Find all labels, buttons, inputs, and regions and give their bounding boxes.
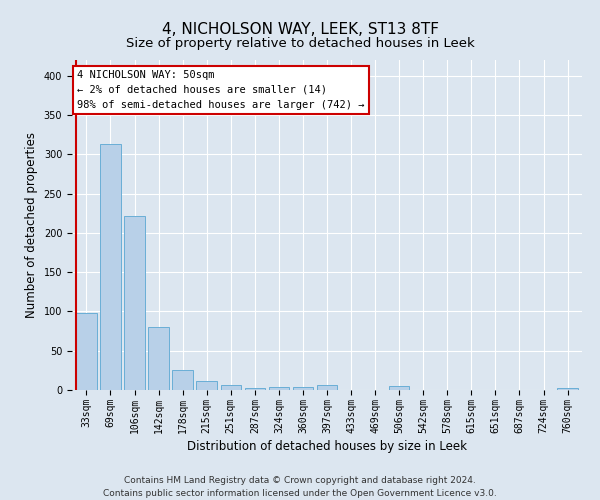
Bar	[245, 388, 265, 390]
Bar	[389, 386, 409, 390]
Bar	[557, 388, 578, 390]
Bar	[293, 387, 313, 390]
Bar	[172, 370, 193, 390]
Text: 4, NICHOLSON WAY, LEEK, ST13 8TF: 4, NICHOLSON WAY, LEEK, ST13 8TF	[161, 22, 439, 38]
Text: 4 NICHOLSON WAY: 50sqm
← 2% of detached houses are smaller (14)
98% of semi-deta: 4 NICHOLSON WAY: 50sqm ← 2% of detached …	[77, 70, 365, 110]
Bar	[269, 387, 289, 390]
Bar	[100, 144, 121, 390]
Bar	[221, 386, 241, 390]
Y-axis label: Number of detached properties: Number of detached properties	[25, 132, 38, 318]
Bar	[76, 313, 97, 390]
Bar	[317, 386, 337, 390]
Bar	[124, 216, 145, 390]
Text: Contains HM Land Registry data © Crown copyright and database right 2024.
Contai: Contains HM Land Registry data © Crown c…	[103, 476, 497, 498]
Bar	[196, 380, 217, 390]
X-axis label: Distribution of detached houses by size in Leek: Distribution of detached houses by size …	[187, 440, 467, 453]
Bar	[148, 327, 169, 390]
Text: Size of property relative to detached houses in Leek: Size of property relative to detached ho…	[125, 38, 475, 51]
